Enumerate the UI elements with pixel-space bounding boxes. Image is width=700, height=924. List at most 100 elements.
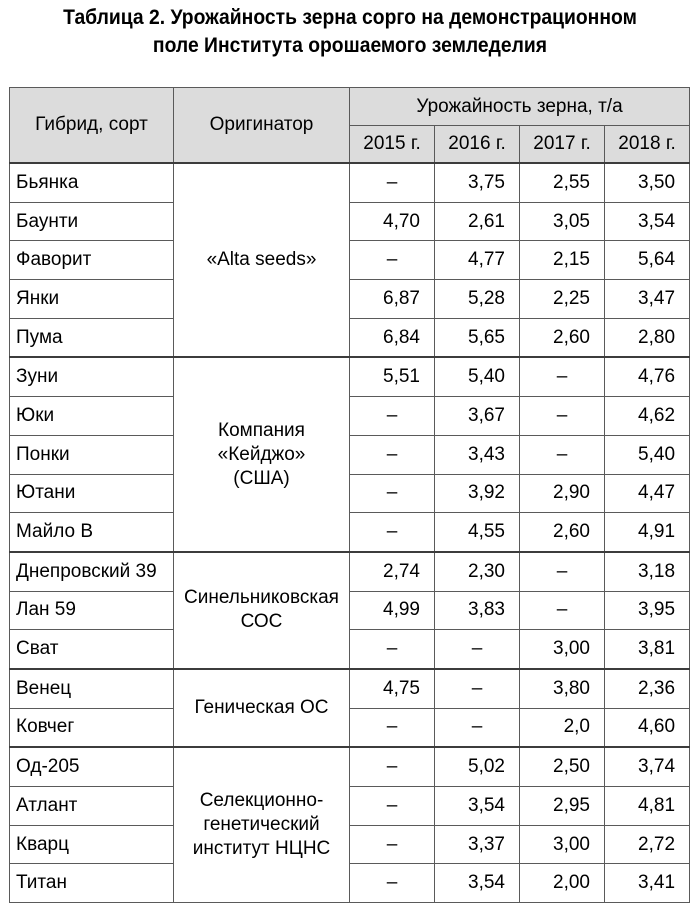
yield-value-cell: 2,50 [519,746,605,788]
table-row: Днепровский 39 Синельниковская СОС 2,74 2,30… [9,550,691,670]
yield-value-cell: 2,55 [519,161,605,203]
yield-value-cell: 4,62 [603,396,691,436]
yield-value-cell: 4,99 [349,590,435,631]
table-row: Бьянка «Alta seeds» –3,75 2,55 3,50 [9,161,691,358]
originator-line: СОС [240,611,283,633]
yield-value-cell: – [434,629,520,670]
table-title: Таблица 2. Урожайность зерна сорго на де… [28,0,672,78]
yield-value-cell: 3,74 [603,746,691,788]
table-row: Ковчег – –2,0 4,60 [9,707,691,748]
hybrid-name-cell: Янки [9,279,174,319]
hybrid-name-cell: Баунти [9,201,174,242]
header-year: 2018 г. [603,125,691,164]
hybrid-name-cell: Фаворит [9,240,174,281]
yield-value-cell: 4,55 [434,512,520,553]
originator-cell: Компания «Кейджо» (США) [173,356,350,553]
yield-value-cell: 5,40 [434,356,520,398]
yield-value-cell: – [349,396,435,436]
yield-table: Гибрид, сорт Оригинатор Урожайность зерн… [9,87,691,904]
hybrid-name-cell: Майло В [9,512,174,553]
yield-value-cell: – [349,240,435,281]
yield-value-cell: 2,30 [434,550,520,592]
table-row: Пума 6,84 5,65 2,60 2,80 [9,317,691,358]
yield-value-cell: 2,15 [519,240,605,281]
yield-value-cell: 3,54 [603,201,691,242]
hybrid-name-cell: Лан 59 [9,590,174,631]
yield-value-cell: 2,25 [519,279,605,319]
yield-value-cell: – [434,667,520,709]
yield-value-cell: 2,0 [519,707,605,748]
originator-cell: Селекционно-генетический институт НЦНС [173,746,350,904]
yield-value-cell: 5,28 [434,279,520,319]
originator-cell: «Alta seeds» [173,161,350,358]
hybrid-name-cell: Понки [9,434,174,475]
originator-line: «Alta seeds» [206,249,317,271]
table-row: Янки 6,87 5,28 2,25 3,47 [9,279,691,319]
yield-value-cell: 4,47 [603,473,691,514]
yield-value-cell: 5,51 [349,356,435,398]
table-row: Ютани –3,92 2,90 4,47 [9,473,691,514]
yield-value-cell: 5,64 [603,240,691,281]
header-year: 2015 г. [349,125,435,164]
yield-value-cell: 4,60 [603,707,691,748]
yield-value-cell: 5,65 [434,317,520,358]
yield-value-cell: 4,70 [349,201,435,242]
yield-value-cell: 3,81 [603,629,691,670]
header-year: 2016 г. [434,125,520,164]
yield-value-cell: – [349,473,435,514]
originator-line: «Кейджо» [217,443,306,465]
yield-value-cell: 2,74 [349,550,435,592]
table-body: Бьянка «Alta seeds» –3,75 2,55 3,50 Баунти 4,7… [9,161,691,904]
hybrid-name-cell: Днепровский 39 [9,550,174,592]
yield-value-cell: – [349,746,435,788]
yield-value-cell: – [349,707,435,748]
yield-value-cell: – [434,707,520,748]
table-row: Кварц –3,37 3,00 2,72 [9,824,691,865]
hybrid-name-cell: Зуни [9,356,174,398]
yield-value-cell: 2,61 [434,201,520,242]
table-row: Зуни Компания «Кейджо» (США) 5,51 5,40–4,76 [9,356,691,553]
title-line-1: Таблица 2. Урожайность зерна сорго на де… [63,6,637,29]
table-row: Од-205 Селекционно-генетический институт Н… [9,746,691,904]
originator-line: Геническая ОС [194,697,329,719]
yield-value-cell: 2,60 [519,317,605,358]
table-row: Понки –3,43–5,40 [9,434,691,475]
yield-value-cell: 3,95 [603,590,691,631]
yield-value-cell: – [349,786,435,826]
yield-value-cell: – [349,434,435,475]
yield-value-cell: 6,84 [349,317,435,358]
originator-line: генетический [203,814,320,836]
yield-value-cell: 3,41 [603,863,691,904]
table-row: Сват – –3,00 3,81 [9,629,691,670]
yield-value-cell: 4,81 [603,786,691,826]
yield-value-cell: 3,54 [434,786,520,826]
hybrid-name-cell: Ковчег [9,707,174,748]
title-line-2: поле Института орошаемого земледелия [152,34,548,57]
yield-value-cell: – [349,512,435,553]
yield-value-cell: 4,77 [434,240,520,281]
originator-line: Селекционно- [199,790,324,812]
hybrid-name-cell: Венец [9,667,174,709]
yield-value-cell: 3,80 [519,667,605,709]
yield-value-cell: 2,90 [519,473,605,514]
originator-line: Компания [218,419,305,441]
yield-value-cell: 3,00 [519,824,605,865]
yield-value-cell: 3,47 [603,279,691,319]
yield-value-cell: – [519,396,605,436]
yield-value-cell: 3,54 [434,863,520,904]
table-row: Атлант –3,54 2,95 4,81 [9,786,691,826]
hybrid-name-cell: Бьянка [9,161,174,203]
table-row: Титан –3,54 2,00 3,41 [9,863,691,904]
yield-value-cell: – [349,824,435,865]
table-header: Гибрид, сорт Оригинатор Урожайность зерн… [9,87,691,164]
table-row: Майло В –4,55 2,60 4,91 [9,512,691,553]
yield-value-cell: 3,43 [434,434,520,475]
table-row: Баунти 4,70 2,61 3,05 3,54 [9,201,691,242]
yield-value-cell: 3,75 [434,161,520,203]
yield-value-cell: – [349,863,435,904]
yield-value-cell: 4,76 [603,356,691,398]
yield-value-cell: 2,80 [603,317,691,358]
yield-value-cell: 6,87 [349,279,435,319]
hybrid-name-cell: Атлант [9,786,174,826]
yield-value-cell: 2,72 [603,824,691,865]
